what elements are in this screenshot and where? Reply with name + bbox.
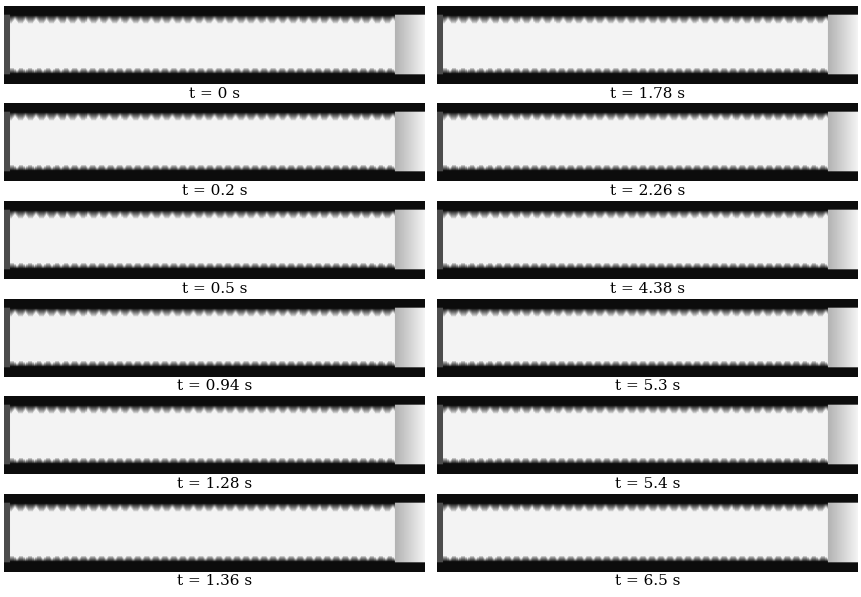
Text: t = 1.28 s: t = 1.28 s xyxy=(177,477,251,491)
Text: t = 2.26 s: t = 2.26 s xyxy=(610,184,684,198)
Text: t = 1.78 s: t = 1.78 s xyxy=(610,87,684,101)
Text: t = 0.5 s: t = 0.5 s xyxy=(182,282,247,296)
Text: t = 5.3 s: t = 5.3 s xyxy=(614,379,679,393)
Text: t = 1.36 s: t = 1.36 s xyxy=(177,574,251,588)
Text: t = 4.38 s: t = 4.38 s xyxy=(610,282,684,296)
Text: t = 0.2 s: t = 0.2 s xyxy=(182,184,247,198)
Text: t = 0.94 s: t = 0.94 s xyxy=(177,379,251,393)
Text: t = 5.4 s: t = 5.4 s xyxy=(614,477,679,491)
Text: t = 0 s: t = 0 s xyxy=(189,87,239,101)
Text: t = 6.5 s: t = 6.5 s xyxy=(614,574,679,588)
